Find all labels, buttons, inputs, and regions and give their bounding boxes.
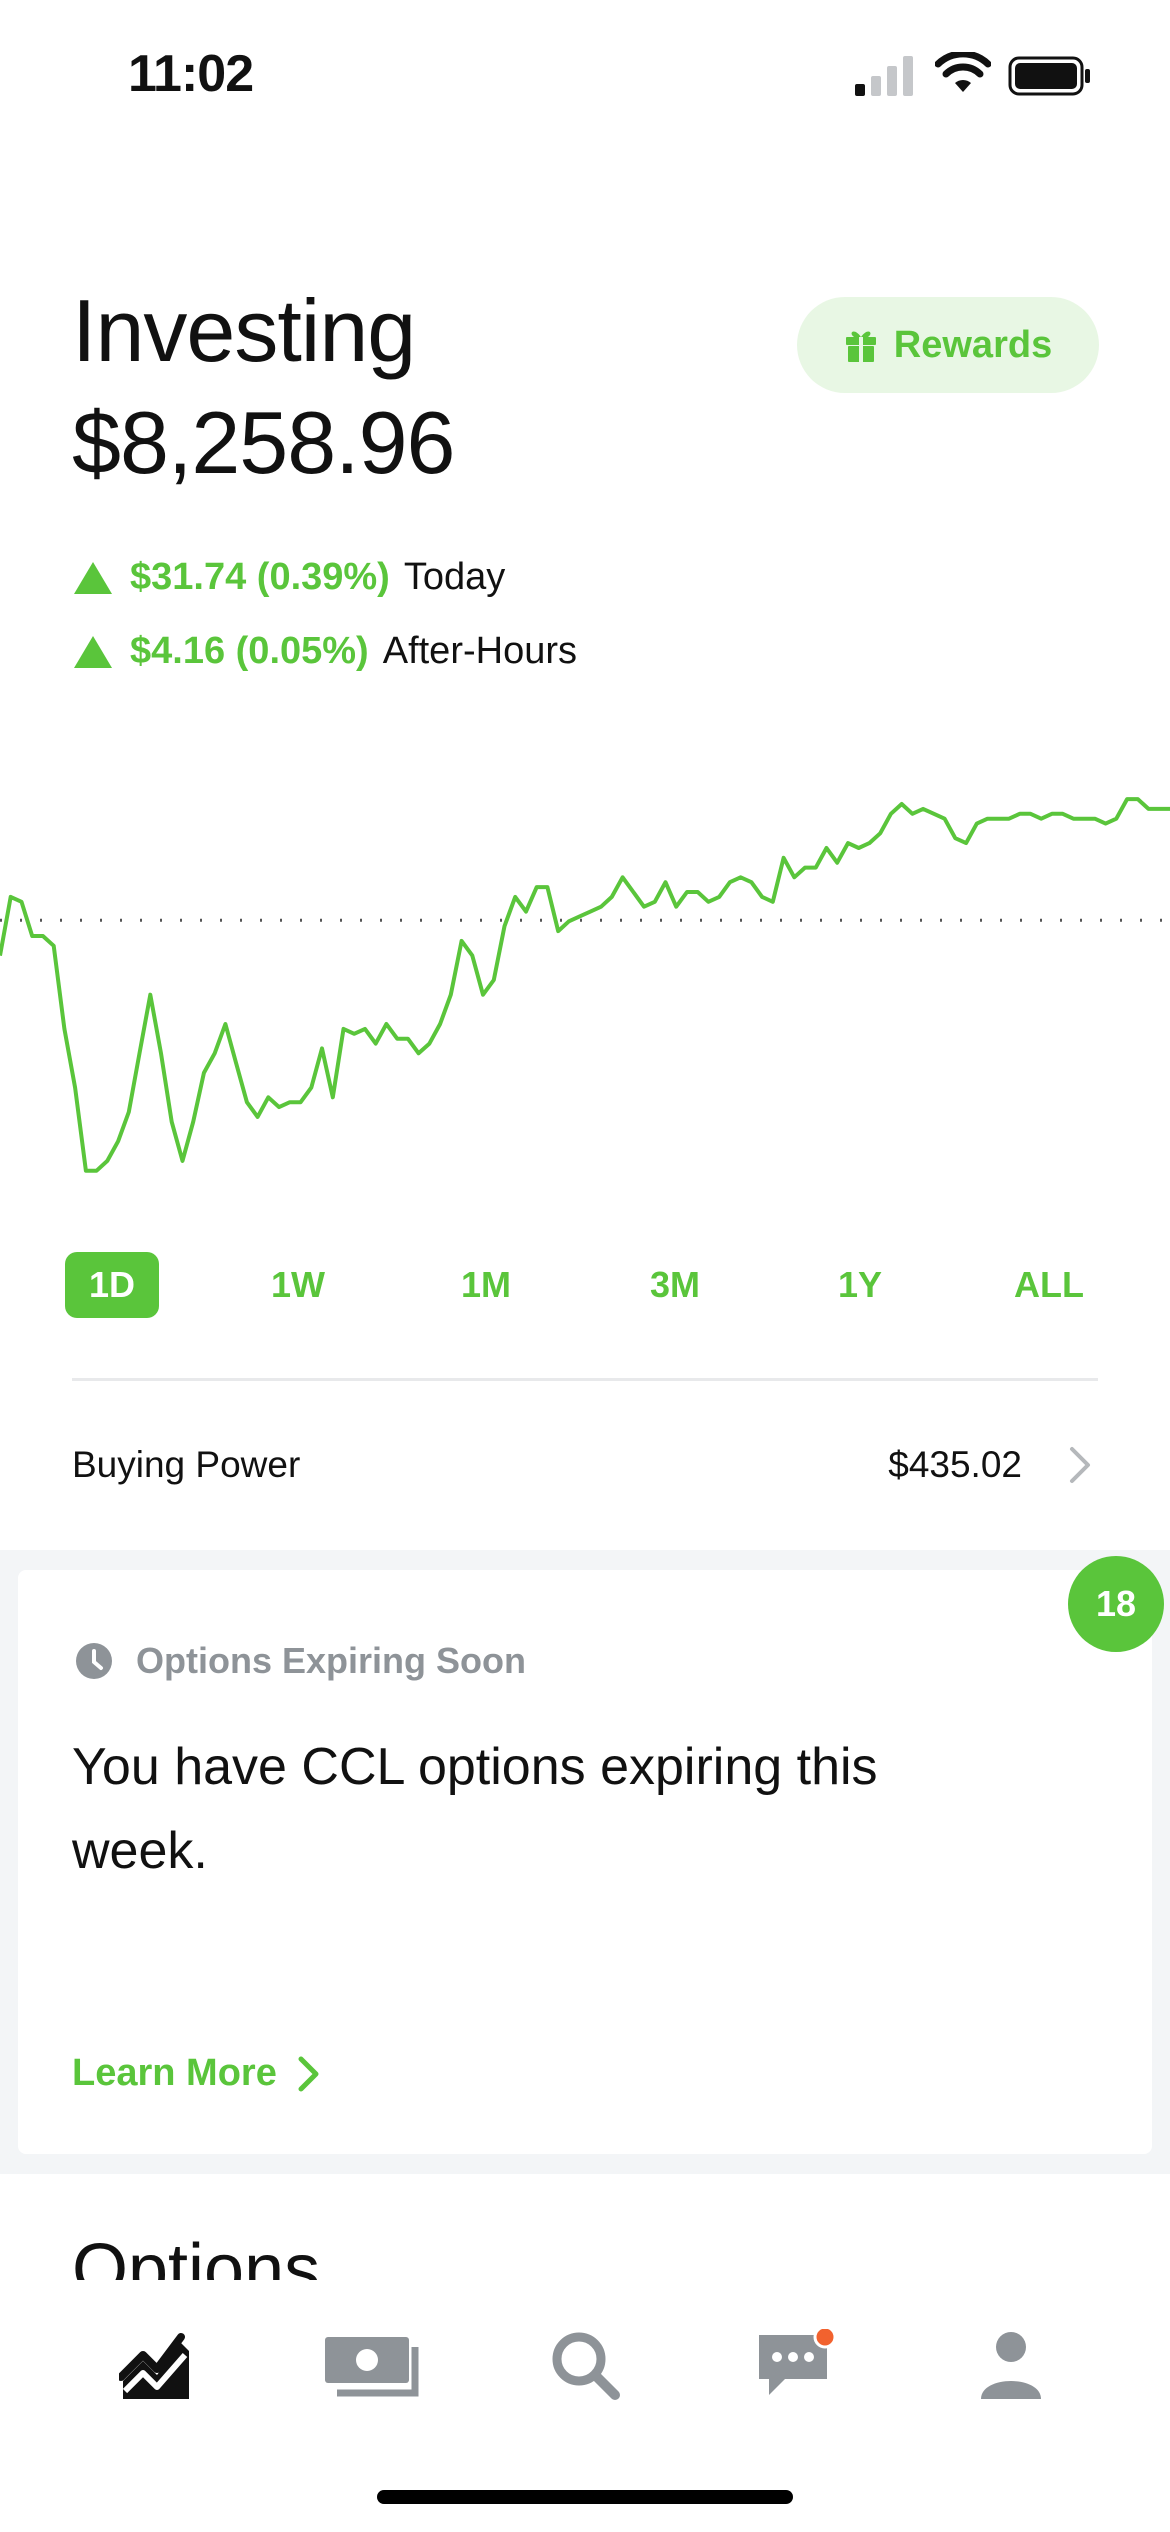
rewards-button[interactable]: Rewards xyxy=(797,297,1099,393)
after-hours-change-amount: $4.16 (0.05%) xyxy=(130,630,369,672)
wifi-icon xyxy=(935,52,991,92)
bottom-tab-bar xyxy=(0,2280,1170,2532)
home-indicator xyxy=(377,2490,793,2504)
messages-icon xyxy=(759,2329,837,2395)
card-kicker-label: Options Expiring Soon xyxy=(136,1640,526,1681)
after-hours-change: $4.16 (0.05%) After-Hours xyxy=(74,630,577,673)
learn-more-label: Learn More xyxy=(72,2052,277,2094)
card-count-badge[interactable]: 18 xyxy=(1068,1556,1164,1652)
status-time: 11:02 xyxy=(128,45,254,103)
status-bar: 11:02 xyxy=(0,0,1170,150)
cellular-signal-icon xyxy=(855,56,913,96)
chart-icon xyxy=(119,2333,189,2399)
portfolio-value: $8,258.96 xyxy=(72,393,455,492)
card-body: You have CCL options expiring this week. xyxy=(72,1738,878,1880)
buying-power-row[interactable]: Buying Power $435.02 xyxy=(72,1420,1098,1510)
chevron-right-icon xyxy=(298,2056,319,2091)
cash-icon xyxy=(325,2337,419,2397)
clock-icon xyxy=(76,1643,112,1679)
buying-power-label: Buying Power xyxy=(72,1444,301,1485)
range-tab-3m[interactable]: 3M xyxy=(649,1264,700,1305)
gift-icon xyxy=(845,331,876,362)
learn-more-link[interactable]: Learn More xyxy=(72,2052,321,2095)
account-icon xyxy=(981,2332,1041,2399)
range-tab-1m[interactable]: 1M xyxy=(460,1264,511,1305)
chevron-right-icon xyxy=(1070,1447,1090,1483)
divider xyxy=(72,1378,1098,1381)
tab-investing[interactable] xyxy=(110,2320,200,2410)
buying-power-value: $435.02 xyxy=(888,1444,1022,1485)
battery-icon xyxy=(1008,56,1090,96)
tab-search[interactable] xyxy=(540,2320,630,2410)
range-tab-all[interactable]: ALL xyxy=(1014,1264,1084,1305)
after-hours-change-label: After-Hours xyxy=(382,630,577,672)
triangle-up-icon xyxy=(74,635,112,668)
notification-dot xyxy=(813,2329,837,2349)
range-tab-1d[interactable]: 1D xyxy=(65,1252,159,1318)
rewards-label: Rewards xyxy=(893,323,1053,366)
search-icon xyxy=(552,2332,620,2400)
page-title: Investing xyxy=(72,281,416,380)
today-change: $31.74 (0.39%) Today xyxy=(74,556,505,599)
options-section-heading: Options xyxy=(72,2230,321,2281)
tab-cash[interactable] xyxy=(323,2320,423,2410)
portfolio-value-line xyxy=(0,797,1170,1173)
today-change-amount: $31.74 (0.39%) xyxy=(130,556,390,598)
today-change-label: Today xyxy=(403,556,506,598)
range-tab-1y[interactable]: 1Y xyxy=(837,1264,883,1305)
tab-account[interactable] xyxy=(966,2320,1056,2410)
range-tab-1w[interactable]: 1W xyxy=(271,1264,325,1305)
card-kicker: Options Expiring Soon xyxy=(74,1640,526,1682)
tab-messages[interactable] xyxy=(752,2320,842,2410)
options-expiring-card[interactable] xyxy=(18,1570,1152,2154)
portfolio-chart[interactable] xyxy=(0,760,1170,1200)
triangle-up-icon xyxy=(74,561,112,594)
range-tabs: 1D 1W 1M 3M 1Y ALL xyxy=(65,1252,1110,1318)
